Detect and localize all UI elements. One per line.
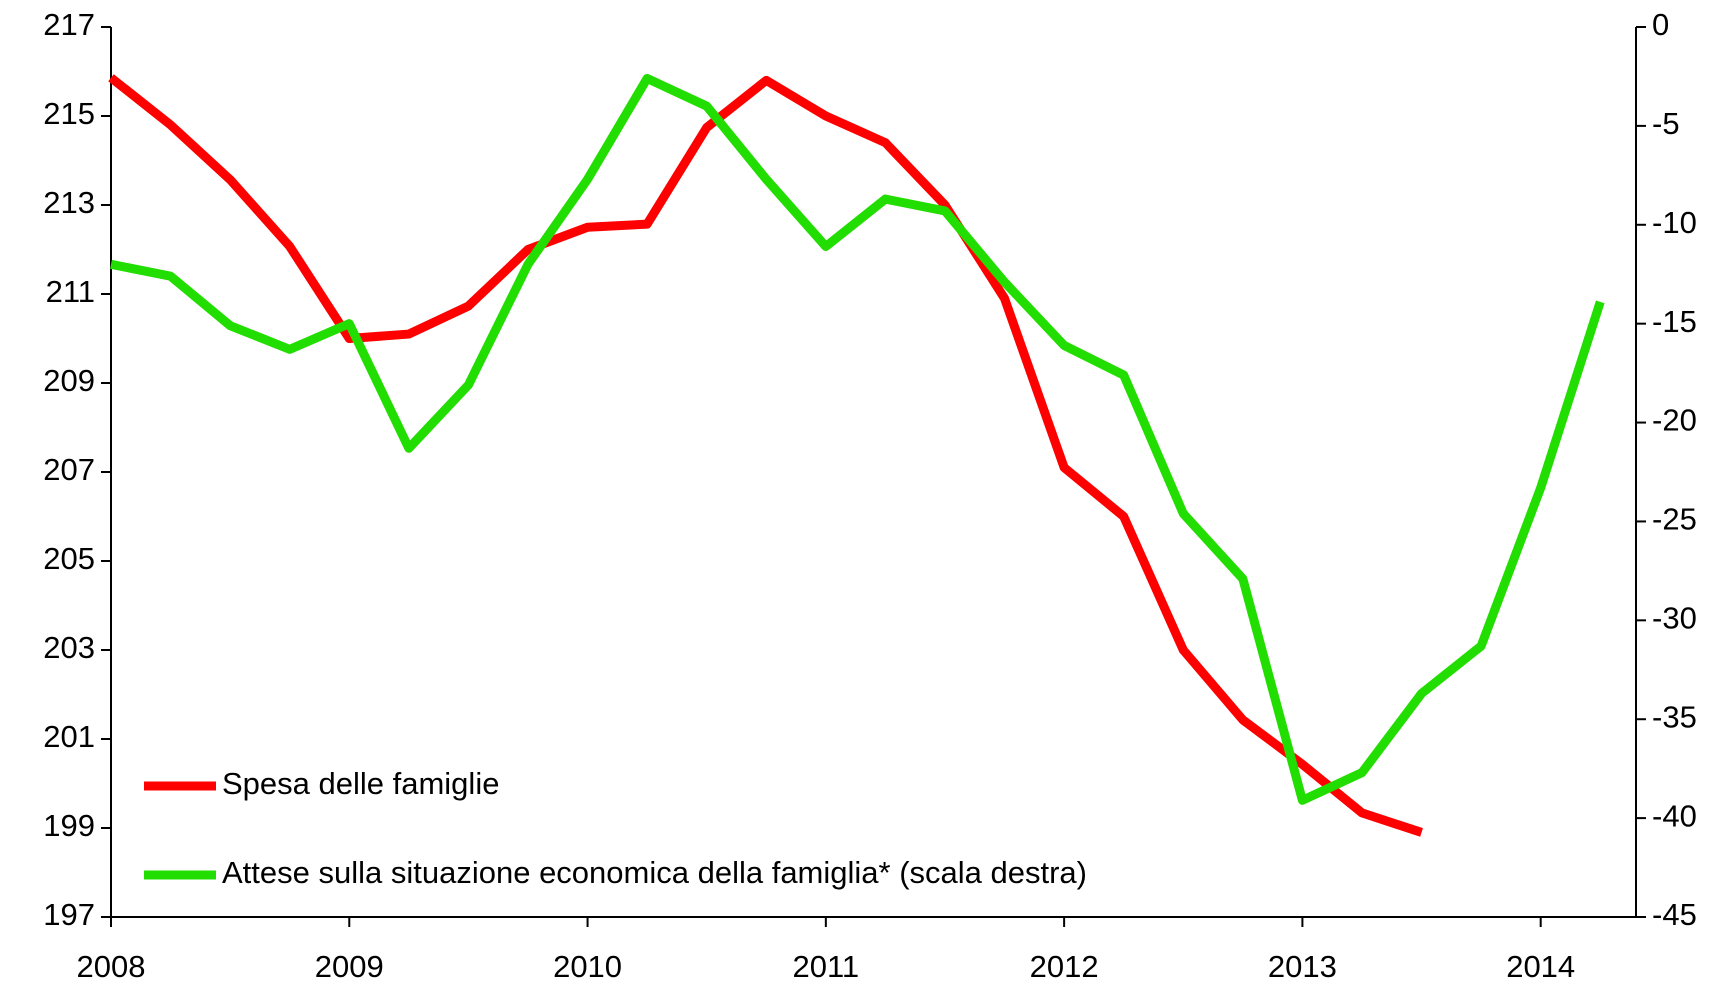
x-tick-label: 2008 (77, 949, 146, 984)
legend-label: Spesa delle famiglie (222, 766, 499, 801)
y-tick-label: 213 (43, 185, 95, 220)
y2-tick-label: -15 (1652, 304, 1697, 339)
y2-tick-label: -30 (1652, 601, 1697, 636)
y-tick-label: 201 (43, 719, 95, 754)
y-tick-label: 209 (43, 363, 95, 398)
y2-tick-label: 0 (1652, 7, 1669, 42)
y2-tick-label: -35 (1652, 699, 1697, 734)
y-tick-label: 207 (43, 452, 95, 487)
x-tick-label: 2013 (1268, 949, 1337, 984)
x-tick-label: 2009 (315, 949, 384, 984)
y2-tick-label: -25 (1652, 502, 1697, 537)
x-tick-label: 2014 (1506, 949, 1575, 984)
y-tick-label: 217 (43, 7, 95, 42)
x-tick-label: 2011 (793, 949, 860, 984)
y-tick-label: 205 (43, 541, 95, 576)
x-tick-label: 2010 (553, 949, 622, 984)
y-tick-label: 199 (43, 808, 95, 843)
y2-tick-label: -40 (1652, 798, 1697, 833)
series-line (108, 74, 1423, 837)
y2-tick-label: -5 (1652, 106, 1680, 141)
series-line (110, 73, 1605, 805)
legend-label: Attese sulla situazione economica della … (222, 855, 1087, 890)
y2-tick-label: -20 (1652, 403, 1697, 438)
y-tick-label: 211 (46, 274, 95, 309)
y-tick-label: 203 (43, 630, 95, 665)
y-tick-label: 197 (43, 897, 95, 932)
y-tick-label: 215 (43, 96, 95, 131)
y2-tick-label: -45 (1652, 897, 1697, 932)
x-tick-label: 2012 (1030, 949, 1099, 984)
y2-tick-label: -10 (1652, 205, 1697, 240)
